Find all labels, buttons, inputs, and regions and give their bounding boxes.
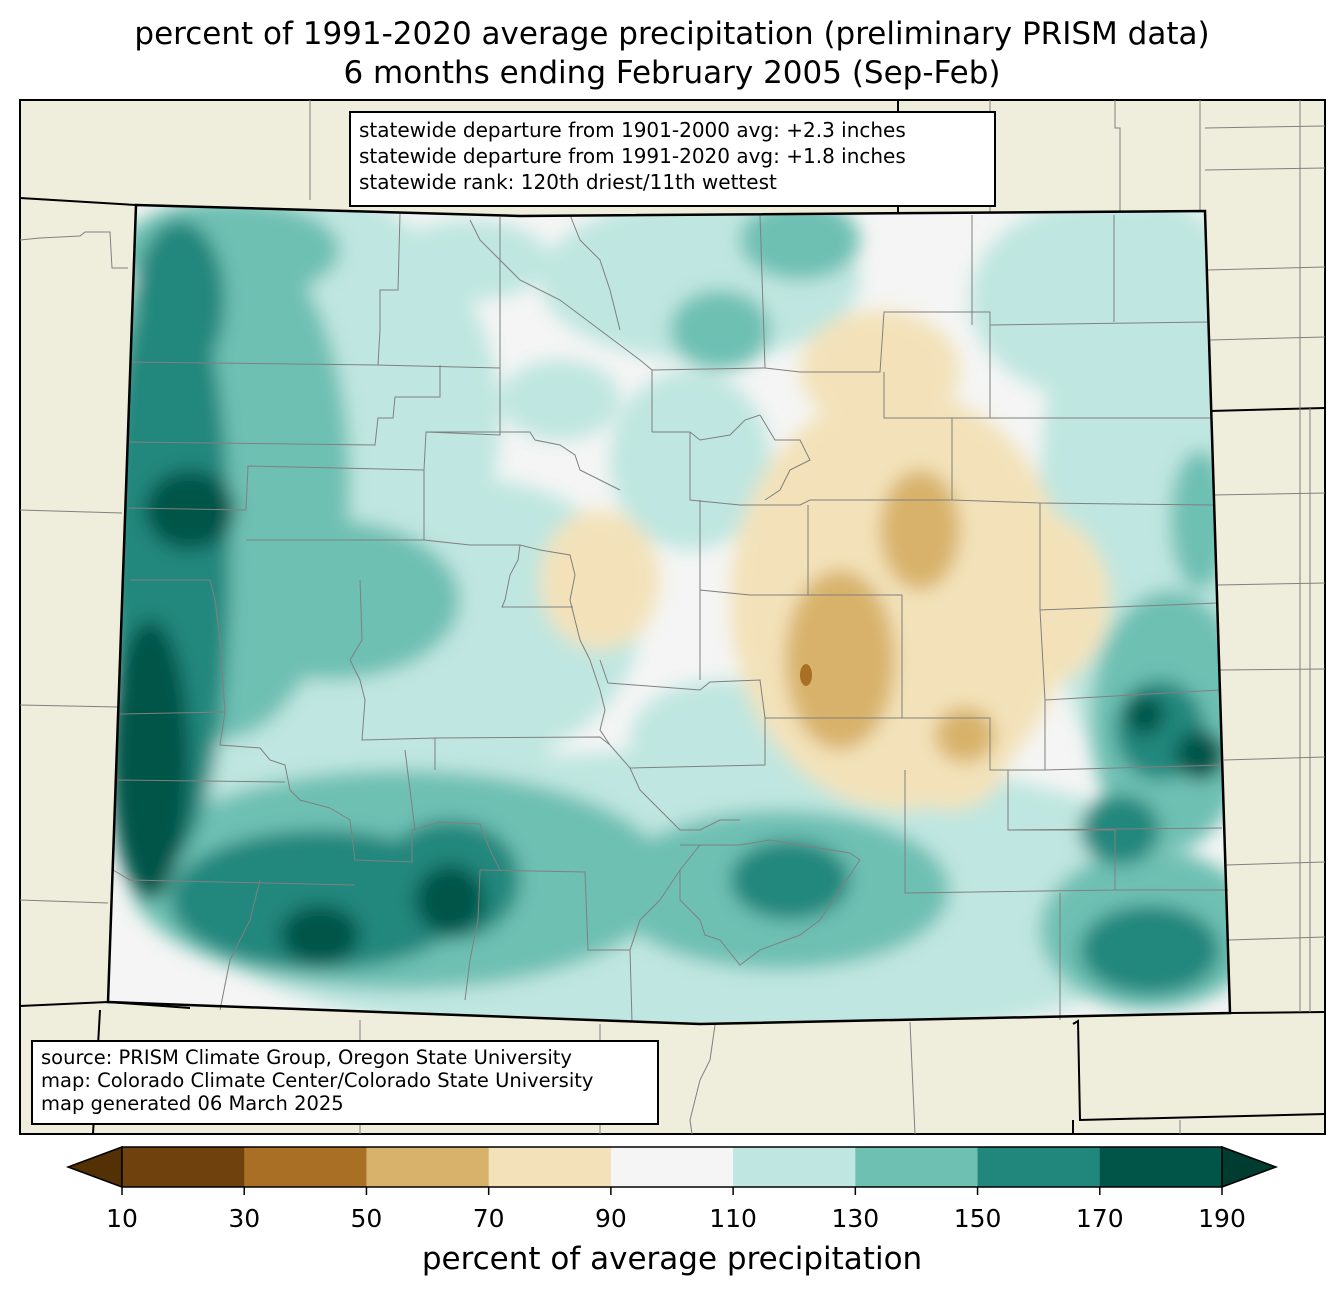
colorbar-swatch [855, 1147, 979, 1187]
colorbar-over-arrow [1221, 1145, 1279, 1189]
colorbar-under-arrow [65, 1145, 123, 1189]
map-title-line1: percent of 1991-2020 average precipitati… [134, 16, 1210, 52]
colorbar-tick-label: 10 [106, 1204, 138, 1233]
county-lines [112, 213, 1228, 1023]
colorbar-swatch [244, 1147, 367, 1187]
colorbar-tick-label: 130 [831, 1204, 880, 1233]
stats-line-1: statewide departure from 1901-2000 avg: … [359, 118, 906, 142]
colorbar [65, 1145, 1279, 1195]
colorbar-tick-label: 190 [1198, 1204, 1246, 1233]
colorbar-swatch [366, 1147, 490, 1187]
colorbar-swatch [733, 1147, 856, 1187]
colorbar-swatch [488, 1147, 612, 1187]
source-line-2: map: Colorado Climate Center/Colorado St… [41, 1069, 594, 1092]
map-title-line2: 6 months ending February 2005 (Sep-Feb) [343, 55, 1001, 91]
colorbar-tick-label: 30 [228, 1204, 261, 1233]
colorbar-swatch [1099, 1147, 1223, 1187]
colorbar-tick-label: 70 [472, 1204, 505, 1233]
source-box: source: PRISM Climate Group, Oregon Stat… [31, 1040, 659, 1125]
colorbar-label: percent of average precipitation [421, 1241, 923, 1277]
colorbar-swatch [977, 1147, 1101, 1187]
precipitation-field [108, 205, 1230, 1024]
source-line-3: map generated 06 March 2025 [41, 1092, 344, 1115]
colorbar-swatch [610, 1147, 734, 1187]
colorbar-tick-label: 170 [1075, 1204, 1124, 1233]
source-line-1: source: PRISM Climate Group, Oregon Stat… [41, 1046, 572, 1069]
colorbar-tick-label: 150 [953, 1204, 1002, 1233]
statewide-stats-box: statewide departure from 1901-2000 avg: … [349, 111, 996, 207]
colorbar-tick-label: 90 [594, 1204, 627, 1233]
stats-line-2: statewide departure from 1991-2020 avg: … [359, 144, 906, 168]
colorado-border [106, 203, 1232, 1026]
colorbar-outline [121, 1146, 1223, 1188]
colorbar-tick-label: 50 [350, 1204, 383, 1233]
colorbar-tick-label: 110 [709, 1204, 757, 1233]
stats-line-3: statewide rank: 120th driest/11th wettes… [359, 170, 777, 194]
colorbar-swatch [122, 1147, 245, 1187]
